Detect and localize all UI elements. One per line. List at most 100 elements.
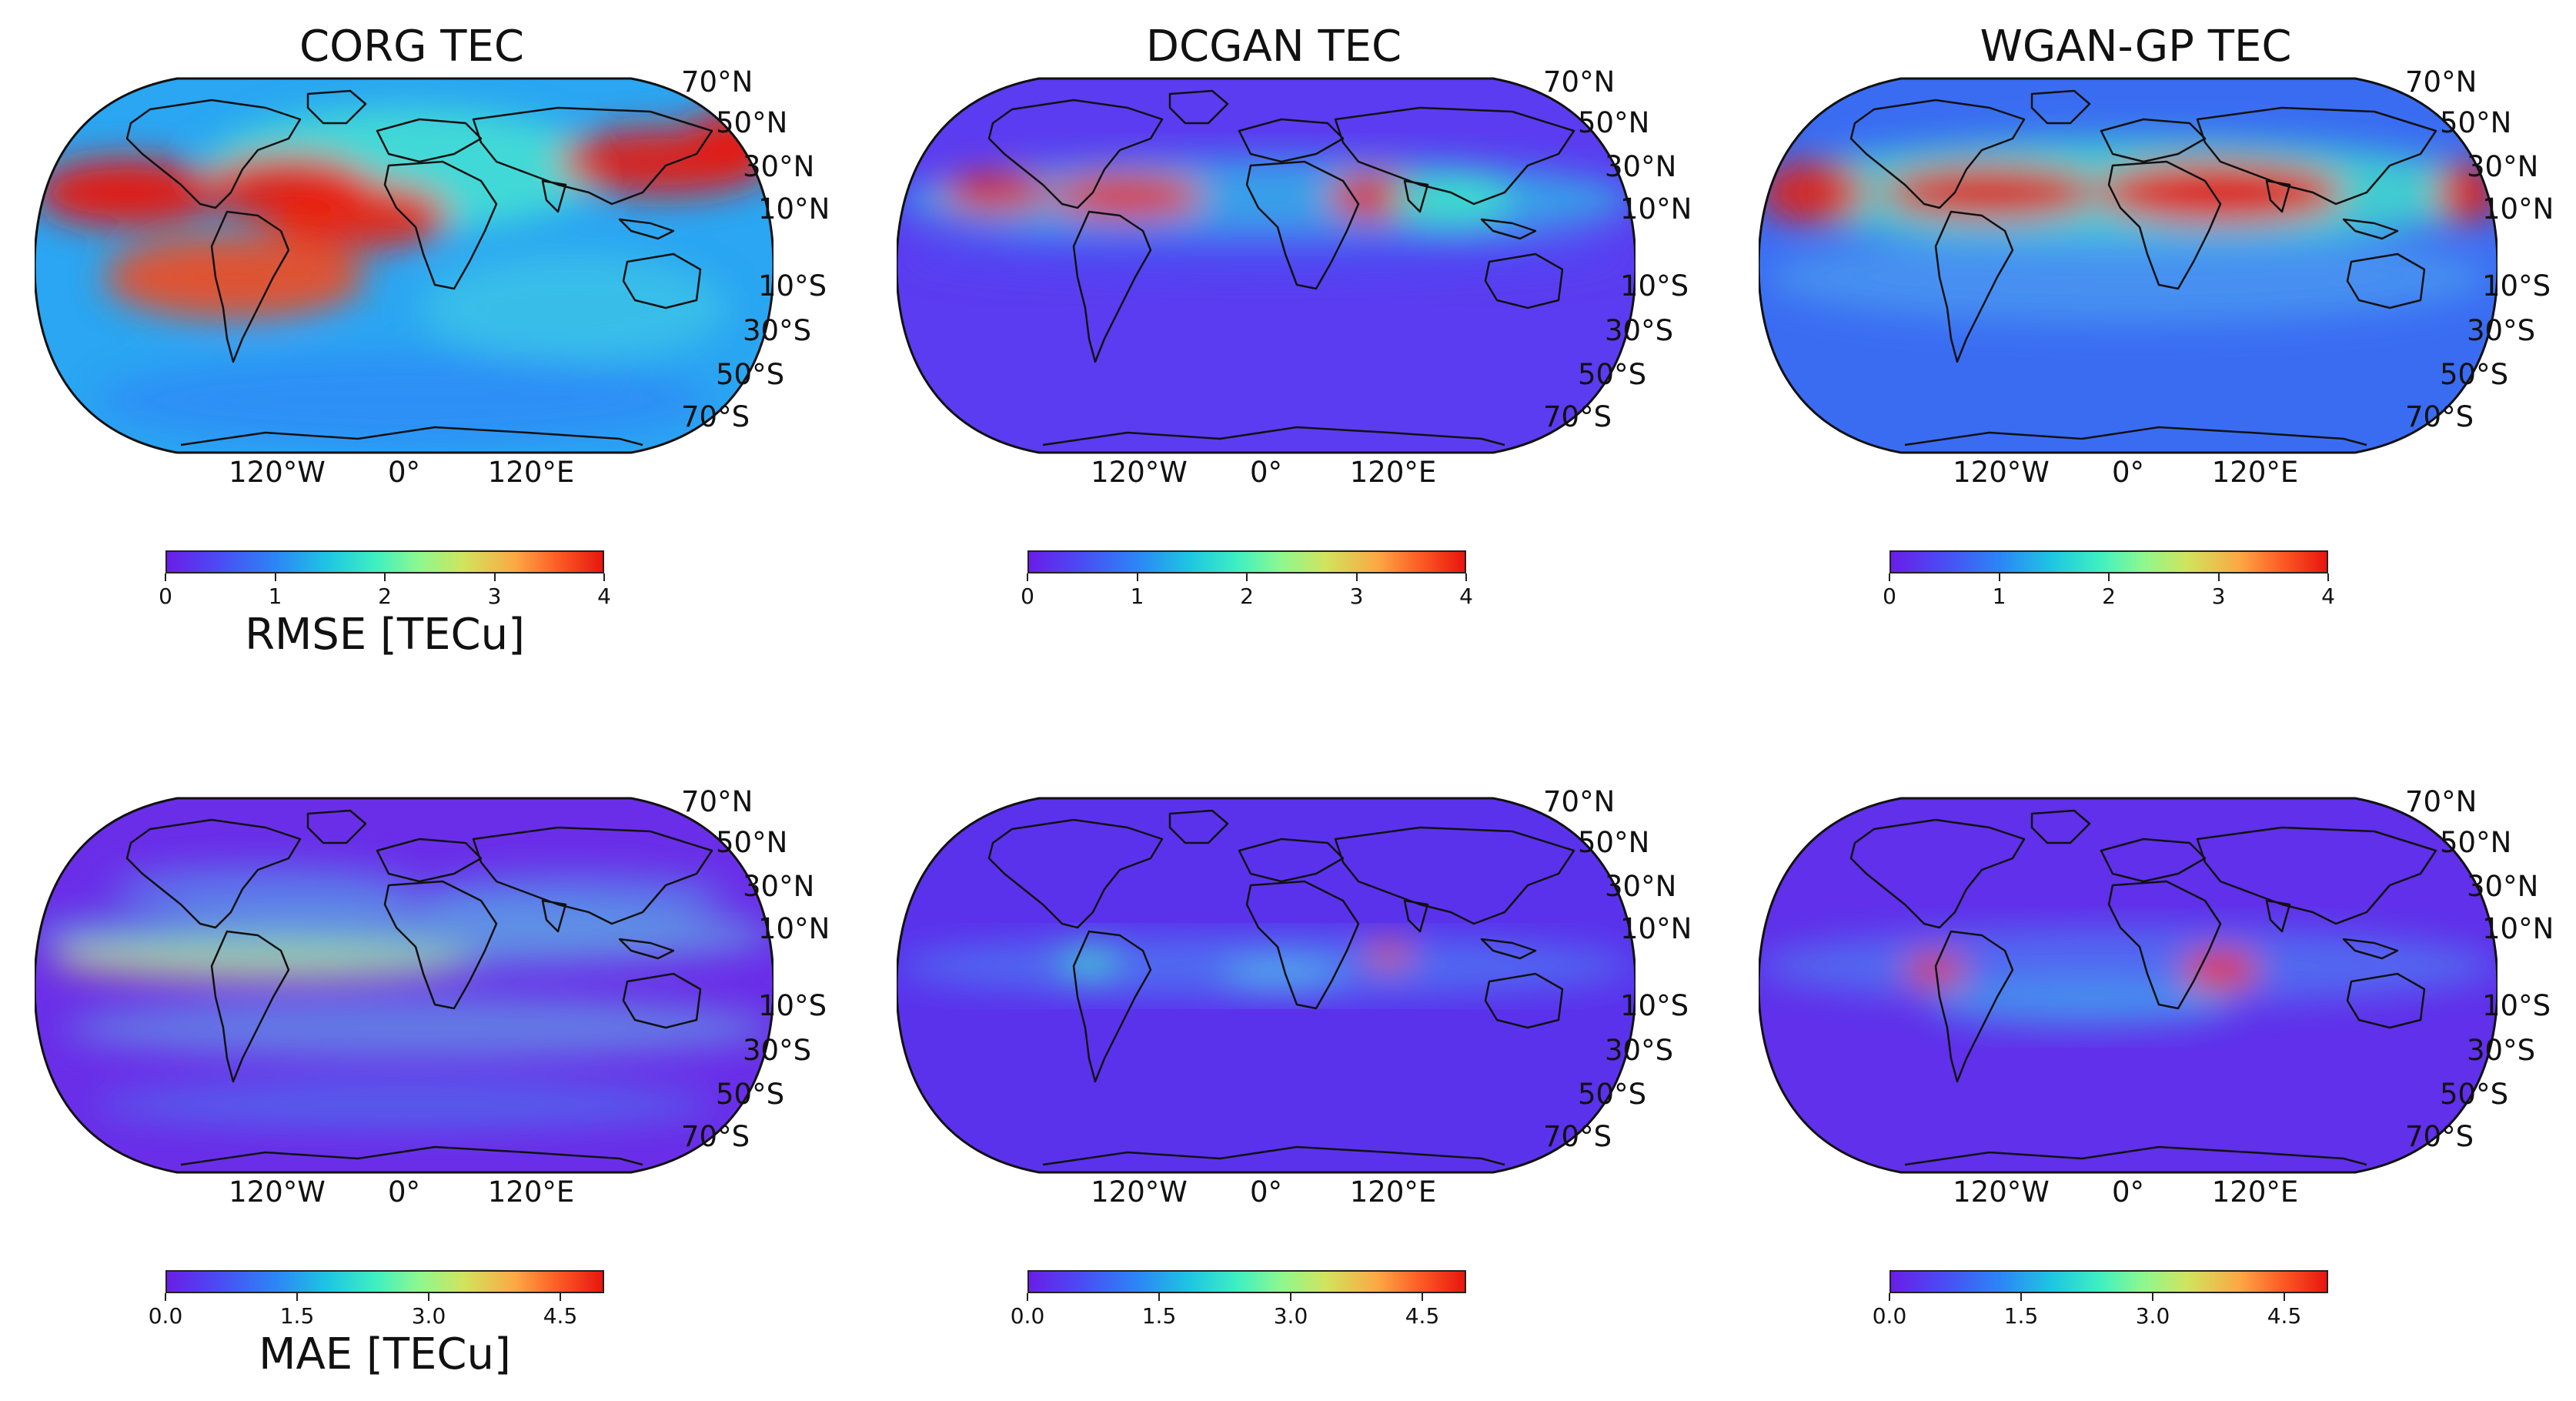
coastline [1849, 818, 2026, 929]
coastline [383, 880, 498, 1010]
colorbar-tick [1027, 1293, 1028, 1301]
lat-label: 10°N [758, 192, 830, 226]
map-corg-mae [35, 797, 773, 1174]
coastline [376, 838, 483, 883]
lat-label: 10°N [1620, 192, 1692, 226]
panel-wgan-rmse: WGAN-GP TEC 70°N 50°N 30°N 10°N 10°S 30°S 50°S… [1736, 0, 2576, 631]
lon-label: 120°W [1091, 1175, 1188, 1209]
panel-title: WGAN-GP TEC [1980, 22, 2292, 72]
field-hotspot [112, 866, 419, 912]
colorbar-tick-label: 0.0 [148, 1303, 183, 1329]
lat-label: 50°N [1578, 826, 1650, 859]
lat-label: 30°S [2467, 1034, 2536, 1067]
coastline [1403, 899, 1429, 933]
coastline [1238, 838, 1345, 883]
coastline [180, 426, 643, 446]
coastline [1484, 972, 1564, 1029]
lat-label: 50°S [1578, 358, 1647, 391]
colorbar-tick [1889, 1293, 1890, 1301]
lat-label: 10°N [758, 912, 830, 945]
coastline [2265, 179, 2291, 213]
colorbar-tick-label: 4.5 [543, 1303, 578, 1329]
coastline [1849, 99, 2026, 209]
field-hotspot [35, 158, 219, 227]
coastline [622, 972, 702, 1029]
lat-label: 50°S [2440, 358, 2509, 391]
lat-label: 30°N [1605, 870, 1677, 903]
colorbar-tick [1889, 573, 1890, 581]
lon-label: 0° [387, 1175, 421, 1209]
colorbar [1027, 550, 1466, 573]
lon-label: 120°E [487, 456, 575, 489]
coastline [2030, 809, 2091, 844]
lat-label: 50°N [2440, 106, 2512, 139]
colorbar [1889, 1270, 2328, 1293]
lat-label: 50°S [2440, 1078, 2509, 1111]
lat-label: 10°S [2482, 269, 2551, 303]
colorbar-tick-label: 3.0 [1273, 1303, 1308, 1329]
lat-label: 30°S [1605, 1034, 1674, 1067]
colorbar-tick-label: 1.5 [2003, 1303, 2039, 1329]
field-hotspot [904, 227, 1628, 281]
colorbar-tick [1422, 1293, 1423, 1301]
colorbar-tick [1355, 573, 1358, 581]
coastline [1072, 210, 1152, 363]
lat-label: 10°N [1620, 912, 1692, 945]
coastline [987, 99, 1164, 209]
colorbar-tick [274, 573, 276, 581]
colorbar-tick-label: 2 [378, 583, 392, 609]
coastline [383, 160, 498, 290]
panel-wgan-mae: 70°N 50°N 30°N 10°N 10°S 30°S 50°S 70°S 120°W 0°… [1736, 720, 2576, 1351]
colorbar-tick [1290, 1293, 1291, 1301]
map-wgan-mae [1759, 797, 2497, 1174]
coastline [472, 826, 713, 925]
panel-corg-rmse: CORG TEC 70°N 50°N 30°N 10°N 10°S 30°S 50°S 70°… [12, 0, 858, 660]
colorbar-tick-label: 3 [487, 583, 502, 609]
colorbar-tick [1998, 573, 2000, 581]
lat-label: 30°S [743, 1034, 812, 1067]
field-hotspot [266, 181, 450, 250]
colorbar-tick-label: 0 [1883, 583, 1896, 609]
lat-label: 10°N [2482, 192, 2554, 226]
lon-label: 0° [2111, 1175, 2145, 1209]
lat-label: 50°S [716, 358, 785, 391]
colorbar-tick-label: 4.5 [2267, 1303, 2302, 1329]
coastline [1480, 938, 1537, 960]
lon-label: 0° [1249, 456, 1283, 489]
colorbar-tick [1027, 573, 1028, 581]
field-hotspot [96, 354, 712, 446]
coastline [1072, 930, 1152, 1083]
colorbar-tick-label: 4.5 [1405, 1303, 1440, 1329]
coastline [1403, 179, 1429, 213]
colorbar-tick-label: 1 [1992, 583, 2006, 609]
map-outline [1759, 797, 2497, 1174]
coastline [125, 818, 302, 929]
coastline [376, 118, 483, 163]
coastline [2107, 880, 2222, 1010]
panel-corg-mae: 70°N 50°N 30°N 10°N 10°S 30°S 50°S 70°S 120°W 0°… [12, 720, 858, 1379]
colorbar-tick-label: 4 [1459, 583, 1473, 609]
coastline [1245, 880, 1360, 1010]
lat-label: 30°N [2467, 150, 2539, 183]
coastline [541, 899, 567, 933]
field-hotspot [419, 874, 727, 920]
coastline [1334, 826, 1575, 925]
colorbar-tick [1158, 1293, 1160, 1301]
colorbar [165, 1270, 604, 1293]
field-hotspot [1766, 231, 2490, 323]
colorbar-tick [2217, 573, 2220, 581]
field-hotspot [104, 235, 366, 319]
lon-label: 120°E [2211, 456, 2299, 489]
coastline [2342, 938, 2399, 960]
colorbar-tick [2152, 1293, 2153, 1301]
lat-label: 10°S [2482, 989, 2551, 1022]
colorbar [1027, 1270, 1466, 1293]
colorbar-tick [165, 573, 166, 581]
lat-label: 30°S [743, 314, 812, 347]
coastline [1934, 930, 2014, 1083]
map-outline [1759, 77, 2497, 454]
coastline [618, 218, 675, 240]
lon-label: 120°W [229, 456, 326, 489]
coastline [1238, 118, 1345, 163]
field-hotspot [1882, 166, 2097, 219]
